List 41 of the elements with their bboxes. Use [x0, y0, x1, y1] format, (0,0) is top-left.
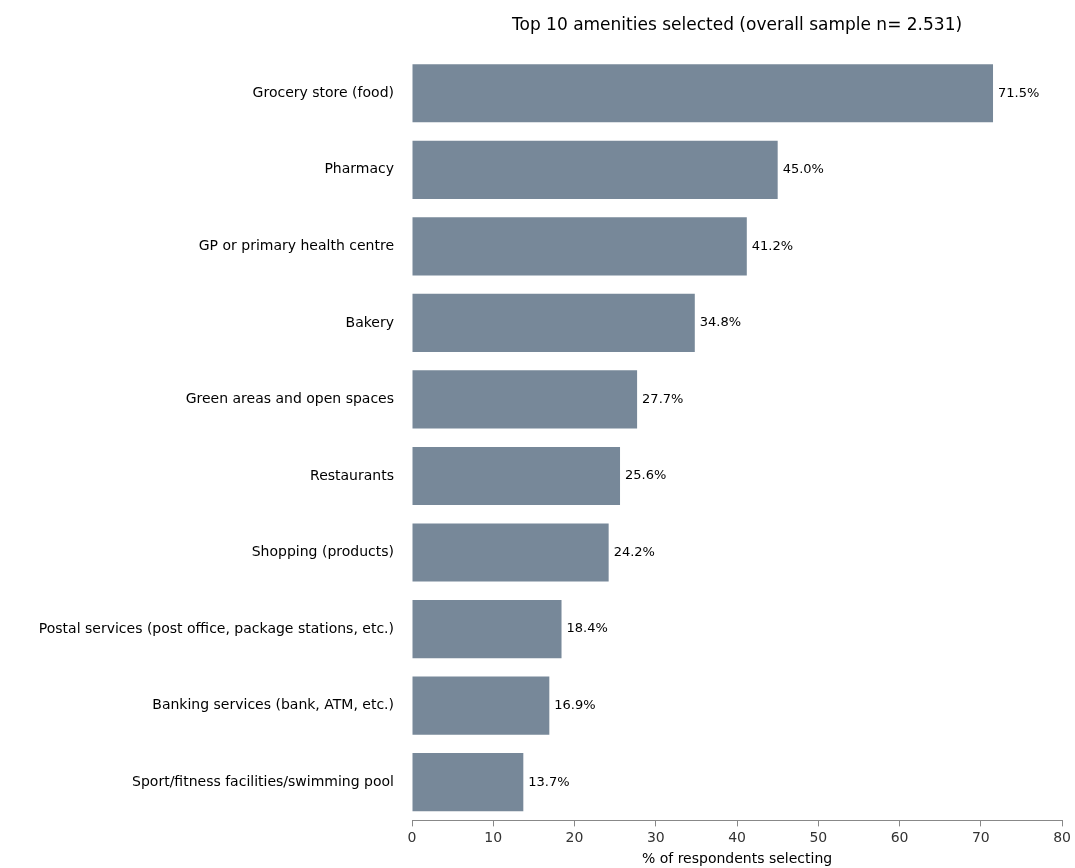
chart-title: Top 10 amenities selected (overall sample n= 2.531) [511, 14, 963, 35]
bar [412, 599, 562, 659]
y-tick-label: Pharmacy [324, 160, 394, 177]
data-label: 24.2% [613, 543, 655, 559]
data-label: 25.6% [625, 467, 667, 483]
x-tick-label: 30 [646, 829, 665, 846]
y-tick-label: Sport/fitness facilities/swimming pool [132, 772, 394, 789]
x-tick-label: 60 [890, 829, 909, 846]
data-label: 41.2% [751, 237, 794, 253]
data-label: 27.7% [642, 390, 684, 406]
y-tick-label: Grocery store (food) [252, 83, 394, 100]
data-label: 34.8% [699, 314, 742, 330]
x-tick-label: 50 [809, 829, 828, 846]
bar [412, 217, 747, 276]
y-tick-label: Banking services (bank, ATM, etc.) [152, 696, 394, 713]
bar [412, 293, 695, 352]
bar [412, 140, 778, 199]
data-label: 13.7% [528, 773, 570, 789]
x-tick-label: 70 [971, 829, 990, 846]
y-tick-label: Postal services (post office, package stations, etc.) [38, 619, 394, 636]
bar [412, 370, 638, 429]
bar [412, 64, 994, 123]
bar [412, 753, 524, 812]
bar [412, 523, 609, 582]
bar [412, 676, 550, 735]
x-tick-label: 80 [1053, 829, 1072, 846]
data-label: 16.9% [554, 696, 596, 712]
x-tick-label: 0 [407, 829, 417, 846]
y-tick-label: Bakery [345, 313, 394, 330]
data-label: 18.4% [566, 620, 608, 636]
x-tick-label: 20 [565, 829, 584, 846]
x-tick-label: 40 [728, 829, 746, 846]
y-tick-label: Restaurants [310, 466, 394, 483]
bar [412, 446, 621, 506]
y-tick-label: GP or primary health centre [198, 236, 394, 253]
y-tick-label: Green areas and open spaces [185, 390, 394, 407]
x-tick-label: 10 [484, 829, 503, 846]
x-axis-title: % of respondents selecting [641, 850, 833, 867]
data-label: 45.0% [782, 161, 824, 177]
y-tick-label: Shopping (products) [251, 543, 394, 560]
data-label: 71.5% [998, 84, 1040, 100]
